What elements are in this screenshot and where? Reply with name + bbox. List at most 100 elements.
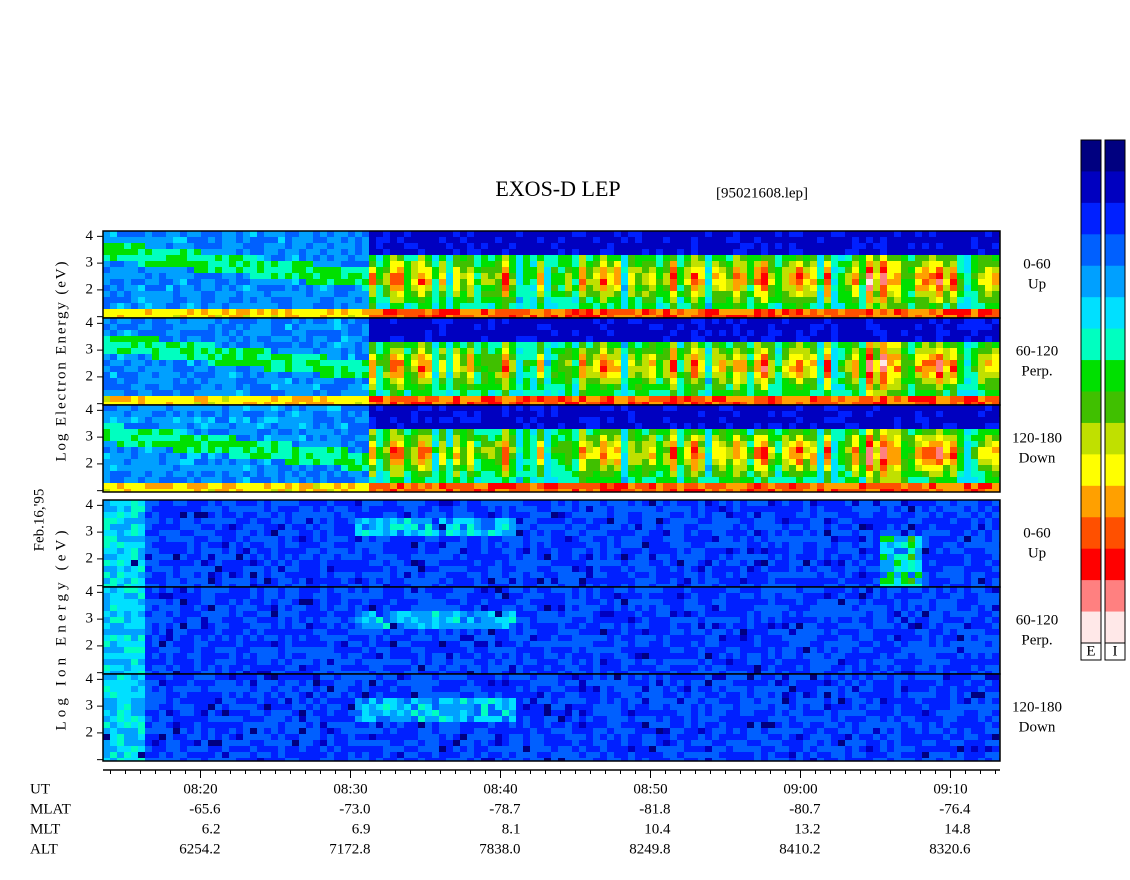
spectrogram-cell [236,447,243,453]
spectrogram-cell [936,324,943,330]
spectrogram-cell [306,342,313,348]
spectrogram-cell [481,423,488,429]
spectrogram-cell [663,378,670,384]
spectrogram-cell [187,279,194,285]
spectrogram-cell [481,483,488,489]
spectrogram-cell [180,324,187,330]
spectrogram-cell [362,417,369,423]
spectrogram-cell [117,291,124,297]
spectrogram-cell [775,354,782,360]
spectrogram-cell [180,291,187,297]
spectrogram-cell [887,342,894,348]
spectrogram-cell [516,231,523,237]
spectrogram-cell [852,390,859,396]
spectrogram-cell [481,354,488,360]
spectrogram-cell [593,303,600,309]
spectrogram-cell [558,354,565,360]
spectrogram-cell [915,360,922,366]
spectrogram-cell [817,231,824,237]
spectrogram-cell [418,465,425,471]
spectrogram-cell [173,354,180,360]
spectrogram-cell [586,243,593,249]
spectrogram-cell [663,366,670,372]
spectrogram-cell [803,297,810,303]
spectrogram-cell [369,324,376,330]
spectrogram-cell [502,267,509,273]
spectrogram-cell [789,330,796,336]
spectrogram-cell [908,231,915,237]
spectrogram-cell [502,309,509,315]
spectrogram-cell [306,330,313,336]
spectrogram-cell [817,324,824,330]
spectrogram-cell [964,378,971,384]
spectrogram-cell [866,336,873,342]
spectrogram-cell [838,372,845,378]
spectrogram-cell [831,273,838,279]
spectrogram-cell [327,447,334,453]
spectrogram-cell [243,342,250,348]
spectrogram-cell [320,273,327,279]
spectrogram-cell [691,255,698,261]
spectrogram-cell [502,471,509,477]
spectrogram-cell [488,411,495,417]
spectrogram-cell [355,477,362,483]
spectrogram-cell [474,378,481,384]
spectrogram-cell [124,384,131,390]
spectrogram-panel [103,405,1000,492]
spectrogram-cell [824,390,831,396]
spectrogram-cell [397,285,404,291]
spectrogram-cell [474,435,481,441]
spectrogram-cell [411,324,418,330]
spectrogram-cell [159,354,166,360]
spectrogram-cell [453,336,460,342]
spectrogram-cell [271,255,278,261]
spectrogram-cell [488,318,495,324]
spectrogram-cell [719,297,726,303]
spectrogram-cell [313,291,320,297]
spectrogram-cell [915,318,922,324]
spectrogram-cell [691,354,698,360]
spectrogram-cell [411,453,418,459]
spectrogram-cell [355,348,362,354]
spectrogram-cell [551,237,558,243]
spectrogram-cell [348,435,355,441]
spectrogram-cell [516,366,523,372]
spectrogram-cell [698,372,705,378]
spectrogram-cell [593,279,600,285]
spectrogram-cell [544,447,551,453]
spectrogram-cell [215,330,222,336]
spectrogram-cell [775,390,782,396]
spectrogram-cell [971,360,978,366]
spectrogram-cell [313,279,320,285]
spectrogram-cell [201,273,208,279]
spectrogram-cell [908,384,915,390]
spectrogram-cell [152,423,159,429]
spectrogram-cell [432,348,439,354]
spectrogram-cell [789,285,796,291]
spectrogram-cell [320,435,327,441]
spectrogram-cell [194,231,201,237]
spectrogram-cell [929,354,936,360]
spectrogram-cell [544,261,551,267]
spectrogram-cell [768,237,775,243]
spectrogram-cell [460,279,467,285]
spectrogram-cell [474,429,481,435]
spectrogram-cell [929,237,936,243]
spectrogram-cell [341,471,348,477]
spectrogram-cell [152,447,159,453]
spectrogram-cell [327,324,334,330]
spectrogram-cell [362,435,369,441]
spectrogram-cell [586,477,593,483]
spectrogram-cell [152,279,159,285]
spectrogram-cell [572,396,579,402]
spectrogram-cell [908,237,915,243]
spectrogram-cell [152,471,159,477]
spectrogram-cell [124,330,131,336]
spectrogram-cell [215,453,222,459]
spectrogram-cell [845,378,852,384]
spectrogram-cell [138,417,145,423]
spectrogram-cell [614,237,621,243]
spectrogram-cell [859,273,866,279]
spectrogram-cell [110,279,117,285]
spectrogram-cell [306,453,313,459]
